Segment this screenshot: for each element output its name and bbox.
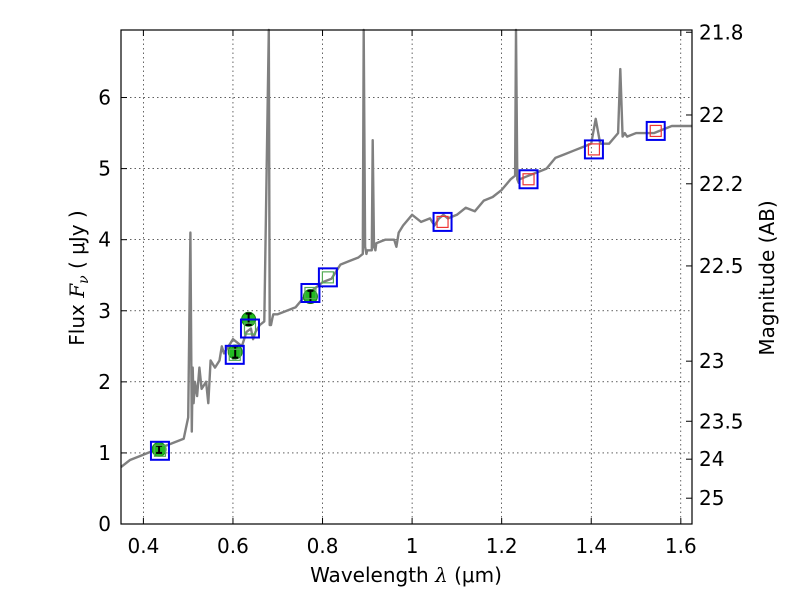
model-photometry-marker bbox=[304, 286, 317, 300]
model-photometry-box bbox=[432, 211, 453, 232]
model-photometry-box bbox=[239, 318, 260, 339]
x-axis-label: Wavelength λ (μm) bbox=[310, 563, 502, 587]
x-tick-label: 1.4 bbox=[575, 534, 607, 558]
y2-tick-label: 25 bbox=[699, 486, 724, 510]
model-photometry-marker bbox=[243, 322, 257, 335]
x-axis: 0.4 0.6 0.8 1 1.2 1.4 1.6 bbox=[127, 30, 697, 558]
model-photometry-box bbox=[317, 267, 338, 288]
y2-tick-label: 21.8 bbox=[699, 20, 744, 44]
y-tick-label: 4 bbox=[98, 228, 111, 252]
y2-axis: 21.8 22 22.2 22.5 23 23.5 24 25 bbox=[686, 20, 744, 510]
plot-frame bbox=[120, 29, 693, 525]
y-tick-label: 0 bbox=[98, 512, 111, 536]
model-photometry-box bbox=[149, 440, 170, 461]
model-photometry-marker bbox=[649, 124, 662, 138]
model-photometry-marker bbox=[522, 173, 535, 186]
y2-tick-label: 22.5 bbox=[699, 254, 744, 278]
y-tick-label: 2 bbox=[98, 370, 111, 394]
model-photometry-box bbox=[583, 139, 604, 160]
y2-tick-label: 22.2 bbox=[699, 172, 744, 196]
y-tick-label: 3 bbox=[98, 299, 111, 323]
y2-tick-label: 23 bbox=[699, 349, 724, 373]
model-spectrum-series bbox=[120, 28, 692, 469]
x-tick-label: 1.6 bbox=[665, 534, 697, 558]
model-photometry-box bbox=[645, 120, 666, 141]
model-photometry-box bbox=[300, 282, 321, 303]
model-photometry-marker bbox=[153, 444, 167, 457]
model-photometry-series bbox=[149, 120, 666, 461]
y2-tick-label: 24 bbox=[699, 447, 724, 471]
grid bbox=[121, 30, 692, 525]
observed-points-series bbox=[151, 289, 318, 457]
model-spectrum-line bbox=[120, 28, 692, 469]
model-photometry-box bbox=[518, 169, 539, 190]
y2-tick-label: 22 bbox=[699, 103, 724, 127]
y-axis: 0 1 2 3 4 5 6 bbox=[98, 86, 127, 536]
y-tick-label: 5 bbox=[98, 157, 111, 181]
y-axis-label: Flux Fν ( μJy ) bbox=[65, 210, 92, 345]
model-photometry-marker bbox=[321, 271, 335, 284]
x-tick-label: 0.8 bbox=[307, 534, 339, 558]
x-tick-label: 1.2 bbox=[486, 534, 518, 558]
y-tick-label: 6 bbox=[98, 86, 111, 110]
model-photometry-box bbox=[224, 344, 245, 365]
x-tick-label: 1 bbox=[406, 534, 419, 558]
model-photometry-marker bbox=[587, 143, 601, 156]
x-tick-label: 0.6 bbox=[217, 534, 249, 558]
y2-axis-label: Magnitude (AB) bbox=[755, 200, 779, 355]
model-photometry-marker bbox=[436, 215, 449, 229]
model-photometry-marker bbox=[228, 348, 241, 361]
x-tick-label: 0.4 bbox=[127, 534, 159, 558]
y2-tick-label: 23.5 bbox=[699, 409, 744, 433]
y-tick-label: 1 bbox=[98, 441, 111, 465]
